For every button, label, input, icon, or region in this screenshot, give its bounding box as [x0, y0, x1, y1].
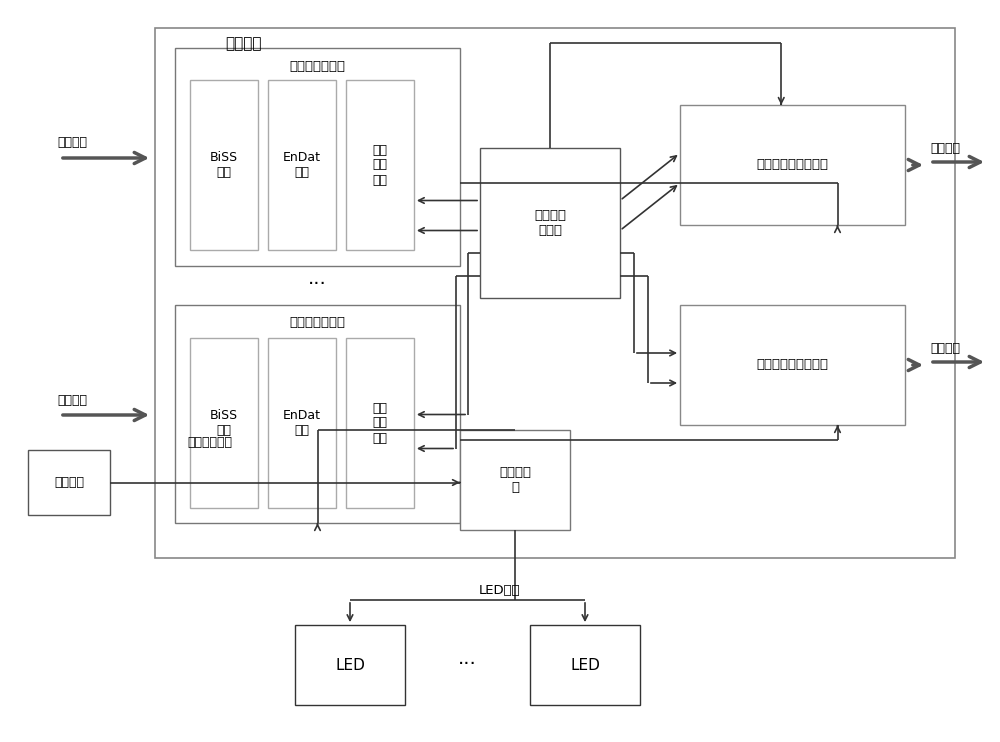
Text: 数据接收子模块: 数据接收子模块: [289, 317, 345, 329]
Text: 时钟发生
子模块: 时钟发生 子模块: [534, 209, 566, 237]
Bar: [480, 148, 620, 298]
Text: BiSS
模块: BiSS 模块: [210, 151, 238, 179]
Text: 输入信号: 输入信号: [57, 136, 87, 148]
Bar: [346, 80, 414, 250]
Bar: [346, 338, 414, 508]
Text: 使能子模
块: 使能子模 块: [499, 466, 531, 494]
Text: EnDat
模块: EnDat 模块: [283, 409, 321, 437]
Bar: [190, 80, 258, 250]
Text: 输入信号: 输入信号: [57, 393, 87, 407]
Bar: [680, 105, 905, 225]
Bar: [268, 338, 336, 508]
Bar: [175, 48, 460, 266]
Bar: [680, 305, 905, 425]
Text: BiSS
模块: BiSS 模块: [210, 409, 238, 437]
Text: ···: ···: [458, 655, 476, 674]
Text: 顶层模块: 顶层模块: [225, 36, 262, 51]
Text: 输出信号: 输出信号: [930, 341, 960, 355]
Text: LED: LED: [570, 657, 600, 672]
Text: 输出信号: 输出信号: [930, 142, 960, 154]
Bar: [190, 338, 258, 508]
Text: 数据发送第二子模块: 数据发送第二子模块: [756, 358, 828, 372]
Bar: [530, 625, 640, 705]
Text: 数据接收子模块: 数据接收子模块: [289, 59, 345, 73]
Text: LED信号: LED信号: [479, 583, 521, 597]
Bar: [295, 625, 405, 705]
Bar: [28, 450, 110, 515]
Text: 增量
编码
模块: 增量 编码 模块: [372, 401, 388, 444]
Text: 拨码开关: 拨码开关: [54, 476, 84, 488]
Bar: [460, 430, 570, 530]
Text: LED: LED: [335, 657, 365, 672]
Text: 数据发送第一子模块: 数据发送第一子模块: [756, 159, 828, 171]
Bar: [268, 80, 336, 250]
Bar: [175, 305, 460, 523]
Text: 拨码开关信号: 拨码开关信号: [188, 436, 232, 448]
Text: EnDat
模块: EnDat 模块: [283, 151, 321, 179]
Bar: [155, 28, 955, 558]
Text: 增量
编码
模块: 增量 编码 模块: [372, 143, 388, 186]
Text: ···: ···: [308, 275, 326, 295]
